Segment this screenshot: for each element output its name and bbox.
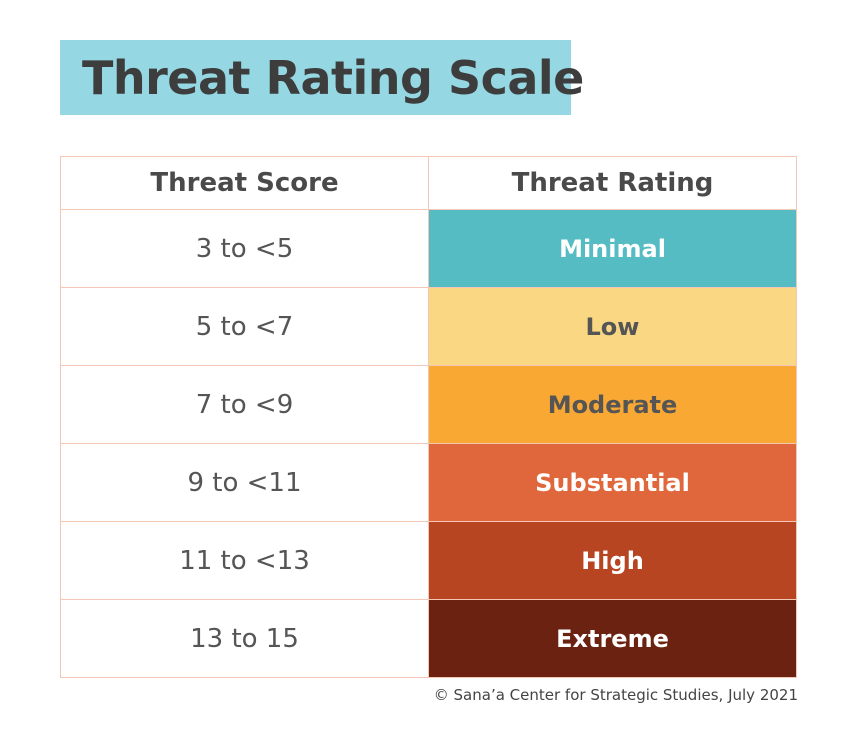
table-row: 13 to 15 Extreme — [60, 599, 797, 678]
table-header-row: Threat Score Threat Rating — [60, 156, 797, 210]
table-row: 11 to <13 High — [60, 521, 797, 600]
table-row: 9 to <11 Substantial — [60, 443, 797, 522]
score-cell: 9 to <11 — [60, 443, 429, 522]
rating-cell-moderate: Moderate — [428, 365, 797, 444]
score-cell: 5 to <7 — [60, 287, 429, 366]
rating-cell-low: Low — [428, 287, 797, 366]
page-title: Threat Rating Scale — [82, 50, 584, 105]
table-row: 5 to <7 Low — [60, 287, 797, 366]
header-threat-score: Threat Score — [60, 156, 429, 210]
title-banner: Threat Rating Scale — [60, 40, 584, 115]
rating-cell-substantial: Substantial — [428, 443, 797, 522]
score-cell: 3 to <5 — [60, 209, 429, 288]
rating-cell-high: High — [428, 521, 797, 600]
copyright-note: © Sana’a Center for Strategic Studies, J… — [433, 686, 798, 704]
score-cell: 13 to 15 — [60, 599, 429, 678]
score-cell: 11 to <13 — [60, 521, 429, 600]
table-row: 7 to <9 Moderate — [60, 365, 797, 444]
rating-cell-extreme: Extreme — [428, 599, 797, 678]
threat-rating-table: Threat Score Threat Rating 3 to <5 Minim… — [60, 156, 797, 678]
rating-cell-minimal: Minimal — [428, 209, 797, 288]
score-cell: 7 to <9 — [60, 365, 429, 444]
header-threat-rating: Threat Rating — [428, 156, 797, 210]
table-row: 3 to <5 Minimal — [60, 209, 797, 288]
